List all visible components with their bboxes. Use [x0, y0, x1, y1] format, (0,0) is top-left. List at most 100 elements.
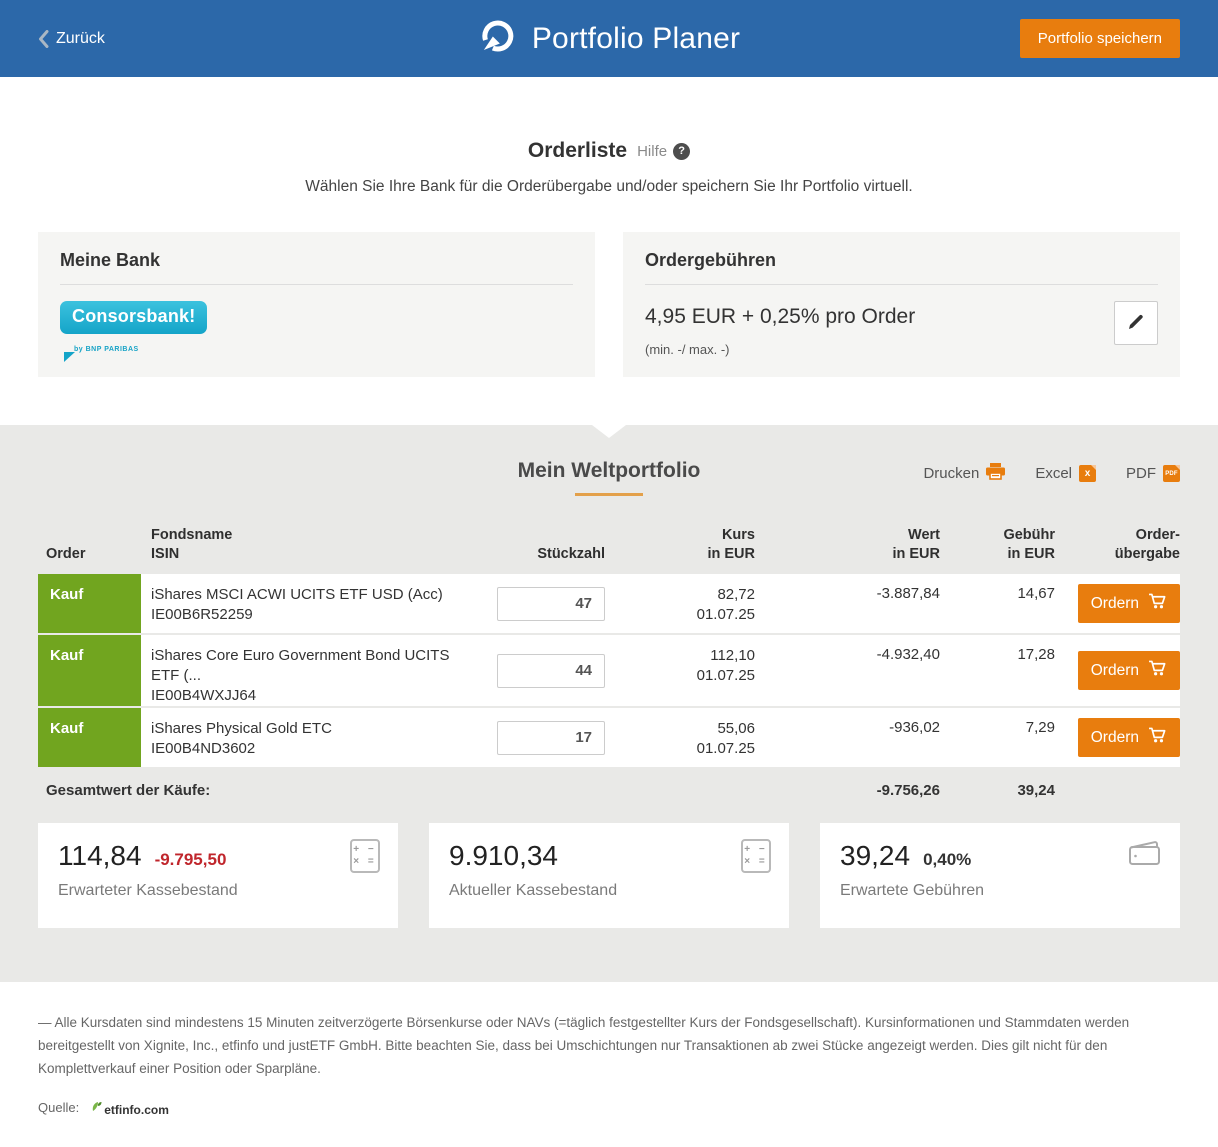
order-button[interactable]: Ordern	[1077, 651, 1180, 690]
total-wert: -9.756,26	[876, 782, 940, 799]
card-label: Erwartete Gebühren	[840, 882, 985, 899]
source-label: Quelle:	[38, 1100, 80, 1116]
pdf-file-icon: PDF	[1163, 465, 1180, 482]
kauf-badge: Kauf	[38, 708, 141, 767]
card-label: Aktueller Kassebestand	[449, 882, 618, 899]
help-label: Hilfe	[637, 142, 668, 160]
order-button-label: Ordern	[1090, 594, 1139, 612]
order-button-label: Ordern	[1090, 728, 1139, 746]
quantity-input[interactable]	[497, 720, 605, 755]
orderliste-subtitle: Wählen Sie Ihre Bank für die Orderüberga…	[305, 178, 913, 195]
order-button[interactable]: Ordern	[1077, 584, 1180, 623]
cart-icon	[1148, 593, 1167, 614]
cart-icon	[1148, 727, 1167, 748]
portfolio-title: Mein Weltportfolio	[517, 459, 701, 482]
total-fee: 39,24	[1017, 782, 1055, 799]
divider	[60, 284, 573, 285]
header-gebuehr: Gebühr in EUR	[1003, 527, 1055, 562]
quantity-input[interactable]	[497, 586, 605, 621]
pdf-link[interactable]: PDF PDF	[1126, 465, 1180, 482]
bank-subline: by BNP PARIBAS	[74, 346, 139, 353]
leaf-icon	[89, 1099, 102, 1117]
card-label: Erwarteter Kassebestand	[58, 882, 238, 899]
fund-isin: IE00B4WXJJ64	[151, 687, 257, 704]
wert-value: -3.887,84	[876, 585, 940, 602]
fees-box-title: Ordergebühren	[645, 250, 777, 270]
fund-isin: IE00B6R52259	[151, 606, 253, 623]
source-name: etfinfo.com	[104, 1102, 169, 1117]
header-order: Order	[46, 546, 86, 562]
current-cash-card: 9.910,34 Aktueller Kassebestand + − × =	[429, 823, 789, 928]
fees-box: Ordergebühren 4,95 EUR + 0,25% pro Order…	[623, 232, 1180, 377]
fee-value: 7,29	[1025, 719, 1055, 736]
save-portfolio-button[interactable]: Portfolio speichern	[1019, 19, 1180, 58]
justetf-logo-icon	[478, 16, 518, 61]
header-fondsname-isin: Fondsname ISIN	[151, 527, 233, 562]
fee-minmax: (min. -/ max. -)	[645, 342, 730, 357]
card-percent-value: 0,40%	[923, 850, 972, 869]
bank-box-title: Meine Bank	[60, 250, 161, 270]
kurs-date: 01.07.25	[696, 606, 755, 623]
fund-name: iShares Core Euro Government Bond UCITS …	[151, 647, 450, 684]
kauf-badge: Kauf	[38, 574, 141, 633]
order-table: Order Fondsname ISIN Stückzahl Kurs in E…	[38, 526, 1180, 805]
table-header-row: Order Fondsname ISIN Stückzahl Kurs in E…	[38, 526, 1180, 574]
expected-fees-card: 39,24 0,40% Erwartete Gebühren	[820, 823, 1180, 928]
print-label: Drucken	[923, 465, 980, 482]
back-button[interactable]: Zurück	[38, 29, 105, 48]
quantity-input[interactable]	[497, 653, 605, 688]
print-link[interactable]: Drucken	[923, 463, 1006, 484]
kurs-date: 01.07.25	[696, 667, 755, 684]
fee-text: 4,95 EUR + 0,25% pro Order	[645, 305, 916, 328]
kurs-value: 112,10	[710, 647, 755, 664]
card-value: 114,84	[58, 840, 142, 871]
kurs-value: 55,06	[717, 720, 755, 737]
logo-bubble-tail	[64, 352, 75, 362]
card-value: 39,24	[840, 840, 911, 871]
excel-file-icon: x	[1079, 465, 1096, 482]
order-button[interactable]: Ordern	[1077, 718, 1180, 757]
bank-box: Meine Bank Consorsbank! by BNP PARIBAS	[38, 232, 595, 377]
fund-isin: IE00B4ND3602	[151, 740, 256, 757]
wert-value: -4.932,40	[876, 646, 940, 663]
orderliste-title: Orderliste	[527, 139, 628, 162]
help-link[interactable]: Hilfe ?	[637, 142, 691, 160]
header-kurs: Kurs in EUR	[707, 527, 755, 562]
app-header: Zurück Portfolio Planer Portfolio speich…	[0, 0, 1218, 77]
header-orderuebergabe: Order-übergabe	[1114, 527, 1180, 562]
page-footer: — Alle Kursdaten sind mindestens 15 Minu…	[0, 982, 1218, 1147]
etfinfo-logo[interactable]: etfinfo.com	[89, 1099, 169, 1117]
excel-label: Excel	[1035, 465, 1072, 482]
wallet-icon	[1128, 839, 1162, 872]
calculator-icon: + − × =	[741, 839, 771, 873]
edit-fees-button[interactable]	[1114, 301, 1158, 345]
table-row: Kauf iShares Core Euro Government Bond U…	[38, 635, 1180, 706]
excel-link[interactable]: Excel x	[1035, 465, 1096, 482]
page-title: Portfolio Planer	[531, 21, 741, 55]
summary-cards: 114,84 -9.795,50 Erwarteter Kassebestand…	[38, 823, 1180, 928]
fund-name: iShares Physical Gold ETC	[151, 720, 332, 737]
fund-name: iShares MSCI ACWI UCITS ETF USD (Acc)	[151, 586, 443, 603]
fee-value: 14,67	[1017, 585, 1055, 602]
disclaimer-text: — Alle Kursdaten sind mindestens 15 Minu…	[38, 1015, 1130, 1076]
printer-icon	[986, 463, 1006, 484]
kurs-date: 01.07.25	[696, 740, 755, 757]
pdf-label: PDF	[1126, 465, 1156, 482]
total-label: Gesamtwert der Käufe:	[46, 782, 211, 799]
brand: Portfolio Planer	[478, 16, 740, 61]
consorsbank-logo[interactable]: Consorsbank! by BNP PARIBAS	[60, 301, 208, 362]
cart-icon	[1148, 660, 1167, 681]
calculator-icon: + − × =	[350, 839, 380, 873]
kurs-value: 82,72	[717, 586, 755, 603]
question-mark-icon: ?	[673, 142, 691, 160]
card-negative-value: -9.795,50	[154, 850, 227, 869]
fee-value: 17,28	[1017, 646, 1055, 663]
back-label: Zurück	[56, 29, 105, 47]
wert-value: -936,02	[889, 719, 940, 736]
portfolio-section: Mein Weltportfolio Drucken Excel x	[0, 425, 1218, 982]
card-value: 9.910,34	[449, 840, 558, 871]
order-button-label: Ordern	[1090, 661, 1139, 679]
expected-cash-card: 114,84 -9.795,50 Erwarteter Kassebestand…	[38, 823, 398, 928]
orderliste-section: Orderliste Hilfe ? Wählen Sie Ihre Bank …	[0, 77, 1218, 425]
table-total-row: Gesamtwert der Käufe: -9.756,26 39,24	[38, 769, 1180, 805]
